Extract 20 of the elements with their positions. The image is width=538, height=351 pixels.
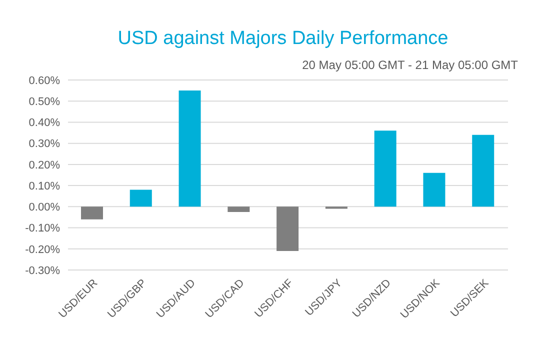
chart-title: USD against Majors Daily Performance — [116, 27, 450, 50]
y-tick-label: 0.50% — [28, 96, 60, 108]
chart-subtitle: 20 May 05:00 GMT - 21 May 05:00 GMT — [301, 58, 519, 72]
bar — [276, 206, 299, 251]
bar — [178, 90, 201, 207]
y-tick-label: -0.20% — [25, 244, 60, 256]
y-tick-label: 0.10% — [28, 180, 60, 192]
bar — [423, 172, 446, 207]
bar — [228, 206, 250, 212]
y-tick-label: 0.40% — [28, 117, 60, 130]
y-tick-label: 0.00% — [28, 202, 60, 214]
y-tick-label: -0.10% — [25, 222, 60, 235]
bar — [81, 206, 103, 220]
y-tick-label: 0.30% — [28, 138, 60, 150]
bar — [130, 190, 152, 207]
y-tick-label: 0.60% — [28, 74, 60, 87]
y-tick-label: -0.30% — [25, 264, 60, 277]
bar — [374, 130, 396, 207]
bar — [472, 134, 494, 207]
y-tick-label: 0.20% — [28, 159, 60, 172]
